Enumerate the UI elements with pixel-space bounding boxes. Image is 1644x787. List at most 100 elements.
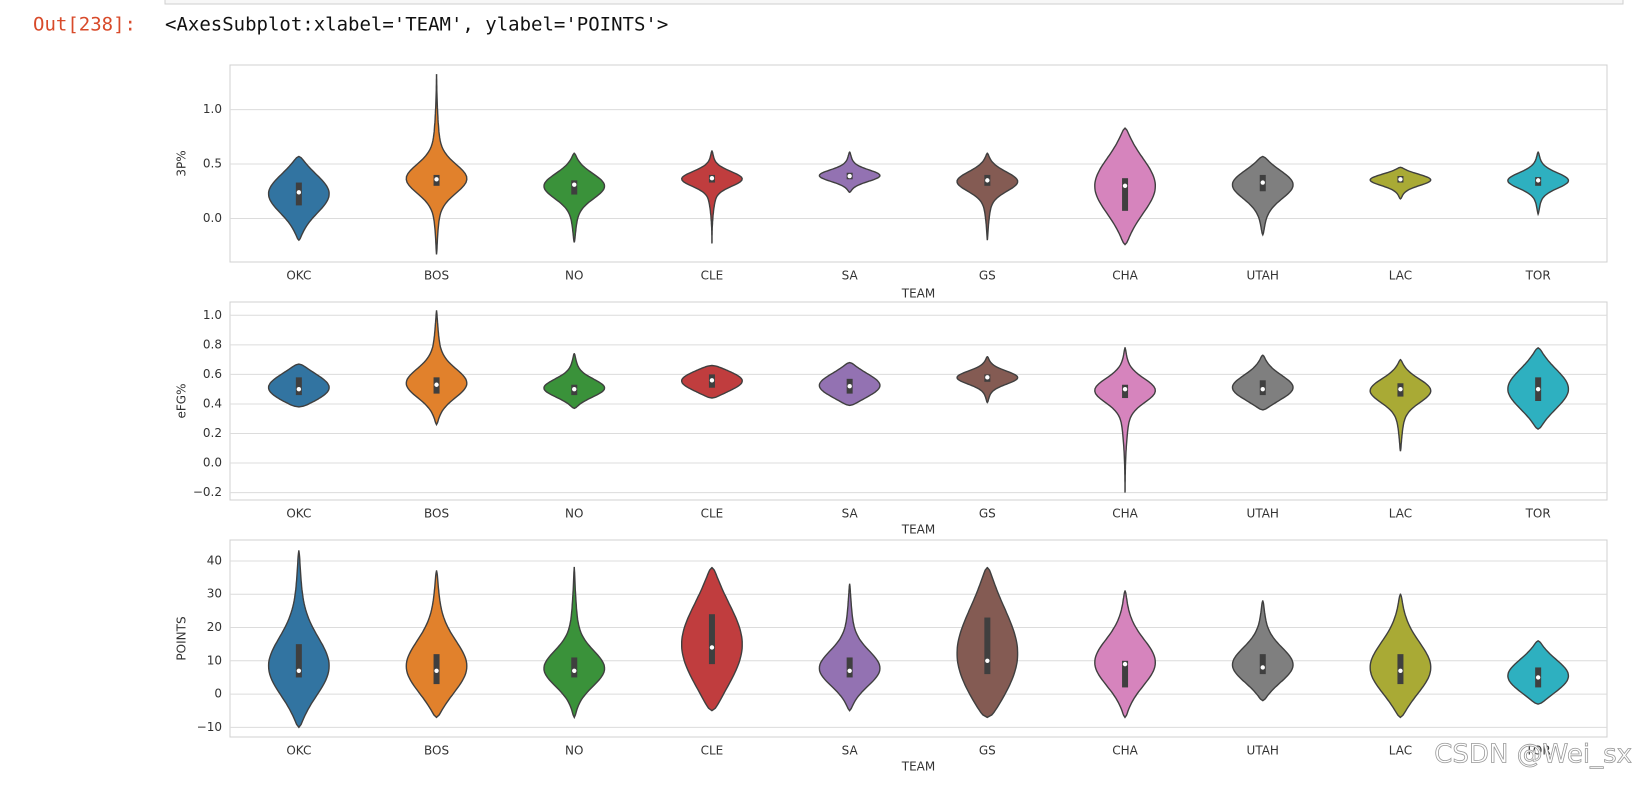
plot-area bbox=[229, 301, 1608, 501]
violin-body bbox=[405, 570, 468, 719]
x-tick-label: OKC bbox=[286, 507, 311, 521]
y-tick-label: 0 bbox=[214, 687, 222, 701]
y-axis-label: POINTS bbox=[175, 616, 189, 660]
median-dot bbox=[1398, 177, 1403, 182]
x-tick-label: BOS bbox=[424, 507, 449, 521]
x-tick-label: BOS bbox=[424, 744, 449, 758]
y-tick-label: 0.2 bbox=[203, 426, 222, 440]
x-tick-label: OKC bbox=[286, 744, 311, 758]
violin-body bbox=[680, 150, 743, 244]
x-tick-label: CHA bbox=[1112, 269, 1138, 283]
x-tick-label: CHA bbox=[1112, 744, 1138, 758]
x-tick-label: SA bbox=[842, 744, 859, 758]
median-dot bbox=[1398, 386, 1403, 392]
violin-body bbox=[1094, 347, 1157, 493]
violin-box bbox=[295, 377, 302, 396]
violin-box bbox=[1259, 654, 1266, 675]
violin-body bbox=[1369, 166, 1432, 200]
y-tick-label: 20 bbox=[207, 620, 222, 634]
violin-box bbox=[1122, 660, 1129, 688]
x-tick-label: CLE bbox=[701, 744, 724, 758]
x-tick-label: BOS bbox=[424, 269, 449, 283]
violin-body bbox=[1231, 155, 1294, 237]
violin-body bbox=[543, 566, 606, 720]
median-dot bbox=[1535, 178, 1541, 183]
median-dot bbox=[985, 178, 990, 183]
y-axis-label: 3P% bbox=[175, 150, 189, 176]
x-tick-label: CLE bbox=[701, 507, 724, 521]
violin-body bbox=[405, 310, 468, 427]
median-dot bbox=[847, 668, 852, 673]
x-axis-label: TEAM bbox=[901, 523, 935, 537]
x-tick-label: NO bbox=[565, 269, 583, 283]
y-tick-label: 0.0 bbox=[203, 211, 222, 225]
violin-box bbox=[708, 614, 715, 665]
violin-body bbox=[405, 74, 468, 255]
median-dot bbox=[709, 175, 715, 181]
x-tick-label: LAC bbox=[1389, 269, 1412, 283]
median-dot bbox=[1122, 661, 1128, 667]
x-tick-label: UTAH bbox=[1247, 744, 1279, 758]
median-dot bbox=[1260, 180, 1265, 185]
y-tick-label: 30 bbox=[207, 587, 222, 601]
x-tick-label: LAC bbox=[1389, 507, 1412, 521]
violin-box bbox=[1122, 178, 1129, 211]
x-tick-label: GS bbox=[979, 744, 996, 758]
median-dot bbox=[1535, 386, 1541, 392]
x-tick-label: SA bbox=[842, 507, 859, 521]
median-dot bbox=[572, 386, 577, 392]
median-dot bbox=[1122, 183, 1128, 189]
y-tick-label: 0.8 bbox=[203, 337, 222, 351]
x-tick-label: CLE bbox=[701, 269, 724, 283]
plot-area bbox=[229, 539, 1608, 738]
median-dot bbox=[1535, 675, 1541, 680]
output-text: <AxesSubplot:xlabel='TEAM', ylabel='POIN… bbox=[165, 14, 668, 36]
violin-body bbox=[1231, 600, 1294, 702]
y-tick-label: 1.0 bbox=[203, 308, 222, 322]
input-cell-edge bbox=[164, 0, 1624, 5]
median-dot bbox=[572, 182, 577, 187]
x-tick-label: TOR bbox=[1525, 744, 1551, 758]
x-axis-label: TEAM bbox=[901, 287, 935, 301]
median-dot bbox=[1122, 386, 1128, 392]
violin-body bbox=[543, 353, 606, 410]
x-tick-label: UTAH bbox=[1247, 269, 1279, 283]
median-dot bbox=[434, 177, 439, 182]
x-tick-label: LAC bbox=[1389, 744, 1412, 758]
y-tick-label: 40 bbox=[207, 553, 222, 567]
median-dot bbox=[847, 173, 852, 179]
violin-body bbox=[1094, 590, 1157, 719]
violin-body bbox=[818, 151, 881, 194]
x-tick-label: TOR bbox=[1525, 507, 1551, 521]
median-dot bbox=[296, 190, 302, 195]
y-tick-label: 1.0 bbox=[203, 102, 222, 116]
median-dot bbox=[296, 668, 302, 673]
x-tick-label: GS bbox=[979, 269, 996, 283]
median-dot bbox=[1260, 386, 1265, 392]
y-tick-label: 0.5 bbox=[203, 157, 222, 171]
y-tick-label: 10 bbox=[207, 653, 222, 667]
violin-box bbox=[984, 617, 991, 675]
violin-box bbox=[571, 180, 578, 195]
median-dot bbox=[572, 668, 577, 673]
x-tick-label: NO bbox=[565, 507, 583, 521]
y-tick-label: 0.6 bbox=[203, 367, 222, 381]
violin-body bbox=[818, 583, 881, 712]
x-tick-label: UTAH bbox=[1247, 507, 1279, 521]
median-dot bbox=[434, 668, 439, 673]
y-tick-label: −0.2 bbox=[193, 485, 222, 499]
median-dot bbox=[296, 386, 302, 392]
median-dot bbox=[709, 645, 715, 650]
median-dot bbox=[709, 378, 715, 383]
violin-box bbox=[846, 657, 853, 678]
median-dot bbox=[1398, 668, 1403, 673]
x-tick-label: GS bbox=[979, 507, 996, 521]
median-dot bbox=[434, 382, 439, 387]
y-axis-label: eFG% bbox=[175, 384, 189, 419]
watermark: CSDN @Wei_sx bbox=[1434, 740, 1632, 770]
x-tick-label: TOR bbox=[1525, 269, 1551, 283]
x-axis-label: TEAM bbox=[901, 760, 935, 774]
violin-box bbox=[295, 644, 302, 678]
